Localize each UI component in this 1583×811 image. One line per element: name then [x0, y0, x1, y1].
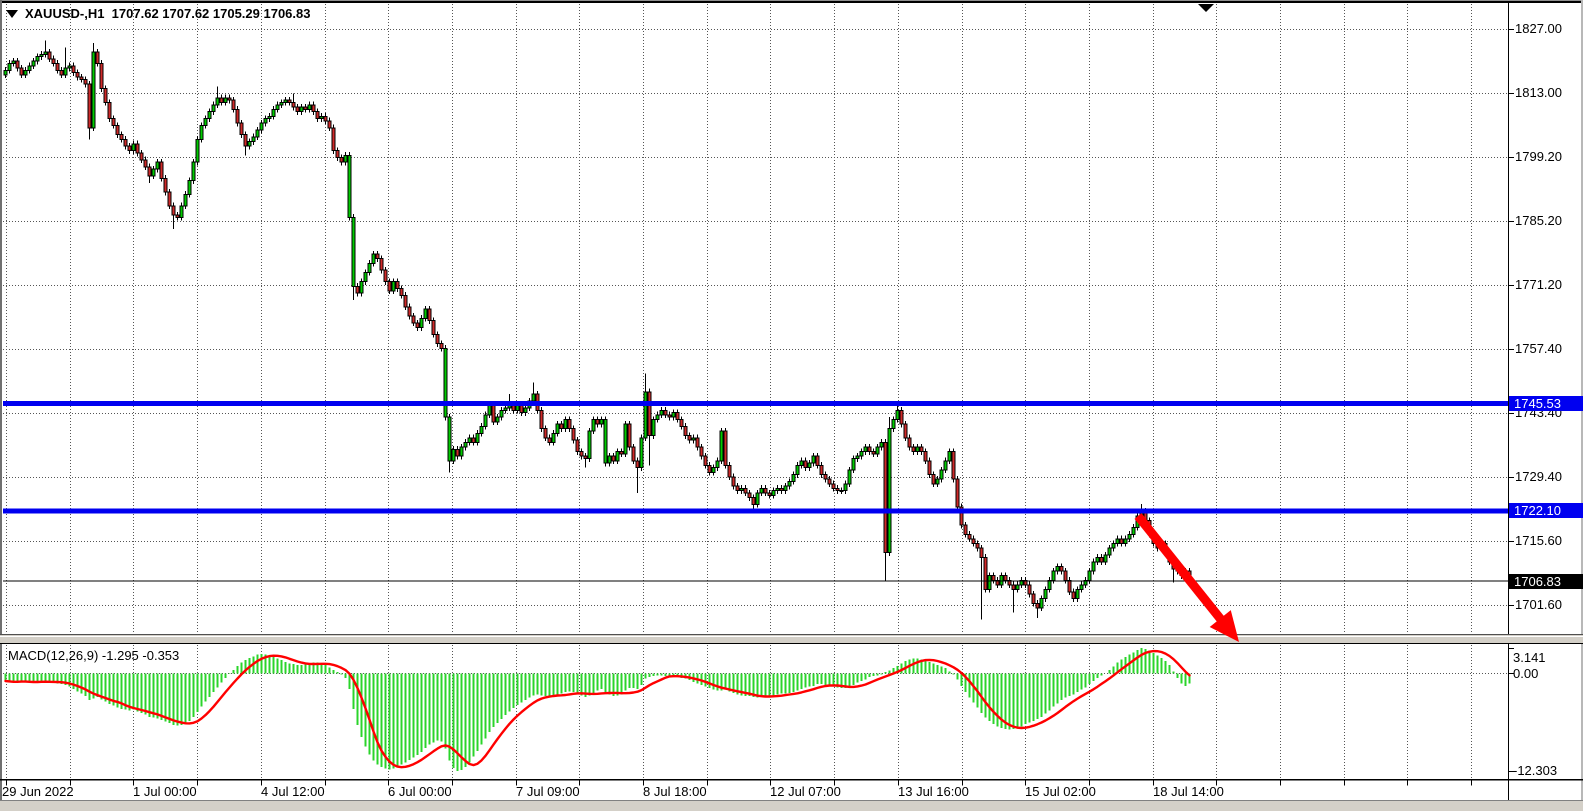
blue-horizontal-line[interactable]: [3, 400, 1508, 406]
symbol-dropdown-icon[interactable]: [6, 9, 18, 18]
chart-shift-marker-icon[interactable]: [1198, 4, 1214, 12]
chart-title-bar: XAUUSD-,H1 1707.62 1707.62 1705.29 1706.…: [6, 6, 310, 21]
drawing-objects[interactable]: [1134, 513, 1239, 642]
trend-arrow-head[interactable]: [1209, 610, 1239, 642]
macd-indicator-label: MACD(12,26,9) -1.295 -0.353: [8, 648, 180, 663]
grid-lines: [3, 4, 1514, 786]
blue-horizontal-line[interactable]: [3, 508, 1508, 514]
current-price-line: [3, 580, 1508, 582]
pane-separator[interactable]: [0, 634, 1583, 644]
trend-arrow[interactable]: [1134, 513, 1228, 627]
candlestick-series: [3, 40, 1192, 620]
horizontal-level-lines[interactable]: [3, 400, 1508, 582]
macd-signal-line: [4, 649, 1191, 769]
symbol-ohlc-readout: XAUUSD-,H1 1707.62 1707.62 1705.29 1706.…: [25, 6, 311, 21]
